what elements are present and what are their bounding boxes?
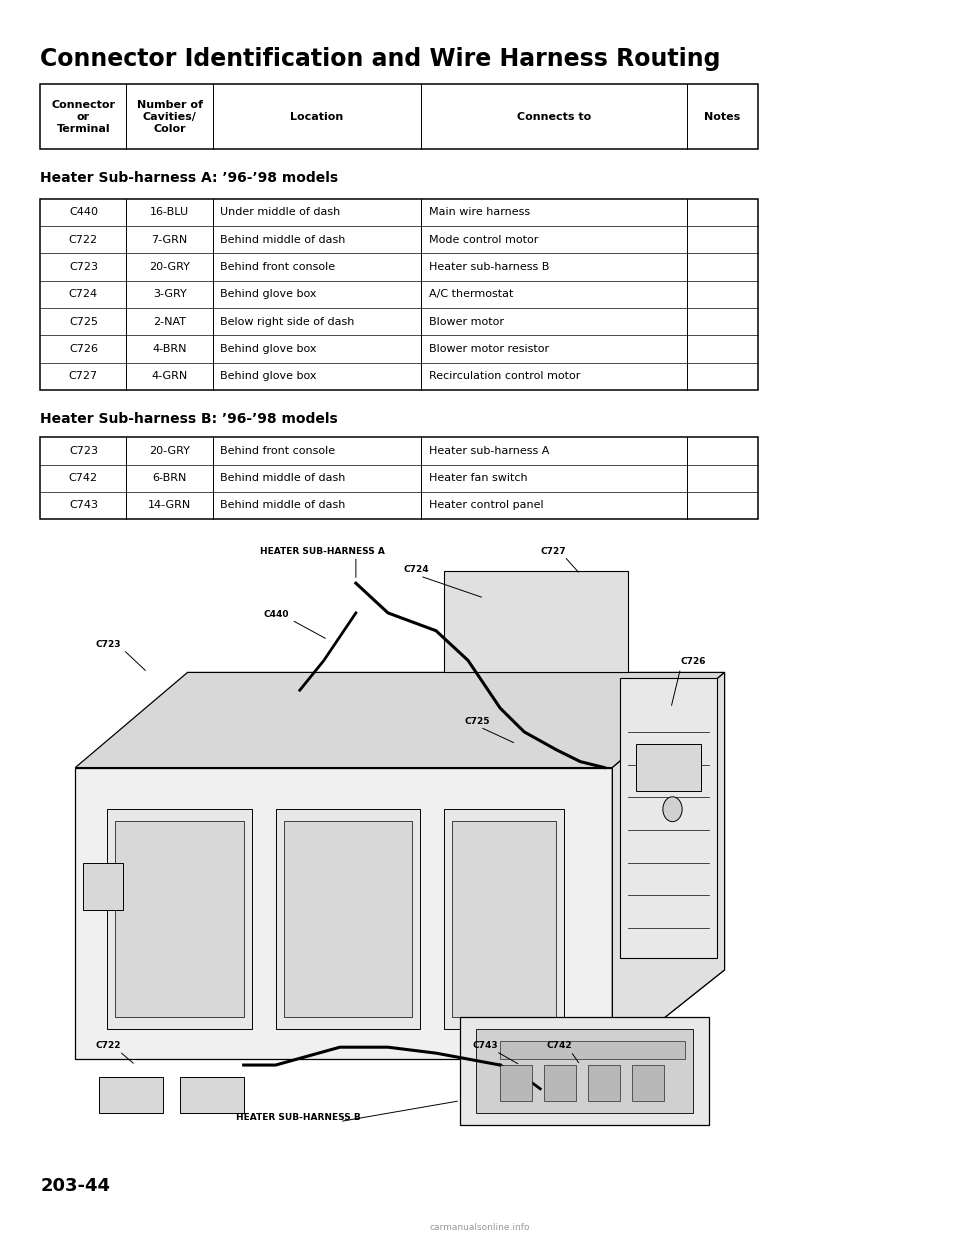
Polygon shape: [276, 810, 420, 1030]
Text: 20-GRY: 20-GRY: [149, 446, 190, 456]
Text: Blower motor: Blower motor: [428, 317, 504, 327]
Text: C727: C727: [69, 371, 98, 381]
Text: C743: C743: [472, 1041, 497, 1051]
Text: C440: C440: [264, 610, 289, 619]
Polygon shape: [633, 1066, 664, 1100]
Bar: [40, 199, 758, 390]
Text: Behind glove box: Behind glove box: [221, 344, 317, 354]
Polygon shape: [500, 1041, 684, 1059]
Polygon shape: [75, 672, 725, 768]
Text: Blower motor resistor: Blower motor resistor: [428, 344, 549, 354]
Text: C742: C742: [546, 1041, 572, 1051]
Text: Connector
or
Terminal: Connector or Terminal: [52, 99, 115, 134]
Bar: [40, 84, 758, 149]
Polygon shape: [612, 672, 725, 1059]
Circle shape: [663, 797, 683, 822]
Text: C726: C726: [681, 657, 706, 667]
Text: Heater control panel: Heater control panel: [428, 501, 543, 510]
Polygon shape: [75, 970, 725, 1059]
Text: Behind glove box: Behind glove box: [221, 371, 317, 381]
Text: Heater Sub-harness A: ’96-’98 models: Heater Sub-harness A: ’96-’98 models: [40, 171, 339, 185]
Polygon shape: [108, 810, 252, 1030]
Text: 16-BLU: 16-BLU: [150, 207, 189, 217]
Text: 3-GRY: 3-GRY: [153, 289, 186, 299]
Text: C722: C722: [95, 1041, 121, 1051]
Text: C724: C724: [404, 565, 429, 574]
Text: C440: C440: [69, 207, 98, 217]
Text: C725: C725: [69, 317, 98, 327]
Text: C727: C727: [540, 548, 565, 556]
Text: C742: C742: [69, 473, 98, 483]
Text: Notes: Notes: [705, 112, 740, 122]
Text: 14-GRN: 14-GRN: [148, 501, 191, 510]
Text: Behind middle of dash: Behind middle of dash: [221, 473, 346, 483]
Text: HEATER SUB-HARNESS B: HEATER SUB-HARNESS B: [235, 1113, 360, 1122]
Polygon shape: [588, 1066, 620, 1100]
Text: Behind middle of dash: Behind middle of dash: [221, 235, 346, 245]
Polygon shape: [444, 571, 629, 672]
Text: Below right side of dash: Below right side of dash: [221, 317, 354, 327]
Polygon shape: [452, 821, 556, 1017]
Polygon shape: [284, 821, 412, 1017]
Text: Location: Location: [290, 112, 344, 122]
Text: Behind glove box: Behind glove box: [221, 289, 317, 299]
Text: C723: C723: [69, 262, 98, 272]
Polygon shape: [636, 744, 701, 791]
Text: C725: C725: [464, 717, 490, 725]
Text: C723: C723: [69, 446, 98, 456]
Text: 20-GRY: 20-GRY: [149, 262, 190, 272]
Text: C723: C723: [95, 640, 121, 648]
Polygon shape: [115, 821, 244, 1017]
Text: C724: C724: [69, 289, 98, 299]
Polygon shape: [476, 1030, 692, 1113]
Text: Mode control motor: Mode control motor: [428, 235, 538, 245]
Text: carmanualsonline.info: carmanualsonline.info: [430, 1223, 530, 1232]
Polygon shape: [75, 768, 612, 1059]
Text: Main wire harness: Main wire harness: [428, 207, 530, 217]
Polygon shape: [620, 678, 716, 958]
Bar: [40, 437, 758, 519]
Text: Under middle of dash: Under middle of dash: [221, 207, 341, 217]
Text: C722: C722: [69, 235, 98, 245]
Polygon shape: [444, 810, 564, 1030]
Polygon shape: [544, 1066, 576, 1100]
Text: Heater fan switch: Heater fan switch: [428, 473, 527, 483]
Text: Heater Sub-harness B: ’96-’98 models: Heater Sub-harness B: ’96-’98 models: [40, 412, 338, 426]
Text: Behind middle of dash: Behind middle of dash: [221, 501, 346, 510]
Text: Behind front console: Behind front console: [221, 262, 335, 272]
Text: Number of
Cavities/
Color: Number of Cavities/ Color: [136, 99, 203, 134]
Text: Connects to: Connects to: [516, 112, 590, 122]
Polygon shape: [100, 1077, 163, 1113]
Text: A/C thermostat: A/C thermostat: [428, 289, 513, 299]
Text: Behind front console: Behind front console: [221, 446, 335, 456]
Text: C743: C743: [69, 501, 98, 510]
Text: HEATER SUB-HARNESS A: HEATER SUB-HARNESS A: [259, 548, 385, 556]
Polygon shape: [500, 1066, 532, 1100]
Text: 4-BRN: 4-BRN: [153, 344, 187, 354]
Text: Connector Identification and Wire Harness Routing: Connector Identification and Wire Harnes…: [40, 47, 721, 71]
Polygon shape: [180, 1077, 244, 1113]
Text: 4-GRN: 4-GRN: [152, 371, 188, 381]
Polygon shape: [460, 1017, 708, 1124]
Text: C726: C726: [69, 344, 98, 354]
Text: Heater sub-harness B: Heater sub-harness B: [428, 262, 549, 272]
Text: 2-NAT: 2-NAT: [153, 317, 186, 327]
Text: 203-44: 203-44: [40, 1177, 110, 1195]
Polygon shape: [84, 863, 124, 910]
Text: Recirculation control motor: Recirculation control motor: [428, 371, 580, 381]
Text: 7-GRN: 7-GRN: [152, 235, 188, 245]
Text: Heater sub-harness A: Heater sub-harness A: [428, 446, 549, 456]
Text: 6-BRN: 6-BRN: [153, 473, 187, 483]
